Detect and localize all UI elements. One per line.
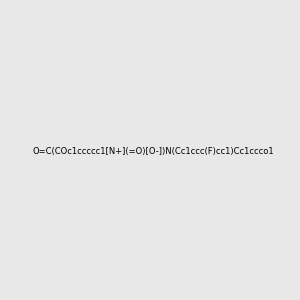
Text: O=C(COc1ccccc1[N+](=O)[O-])N(Cc1ccc(F)cc1)Cc1ccco1: O=C(COc1ccccc1[N+](=O)[O-])N(Cc1ccc(F)cc… — [33, 147, 274, 156]
